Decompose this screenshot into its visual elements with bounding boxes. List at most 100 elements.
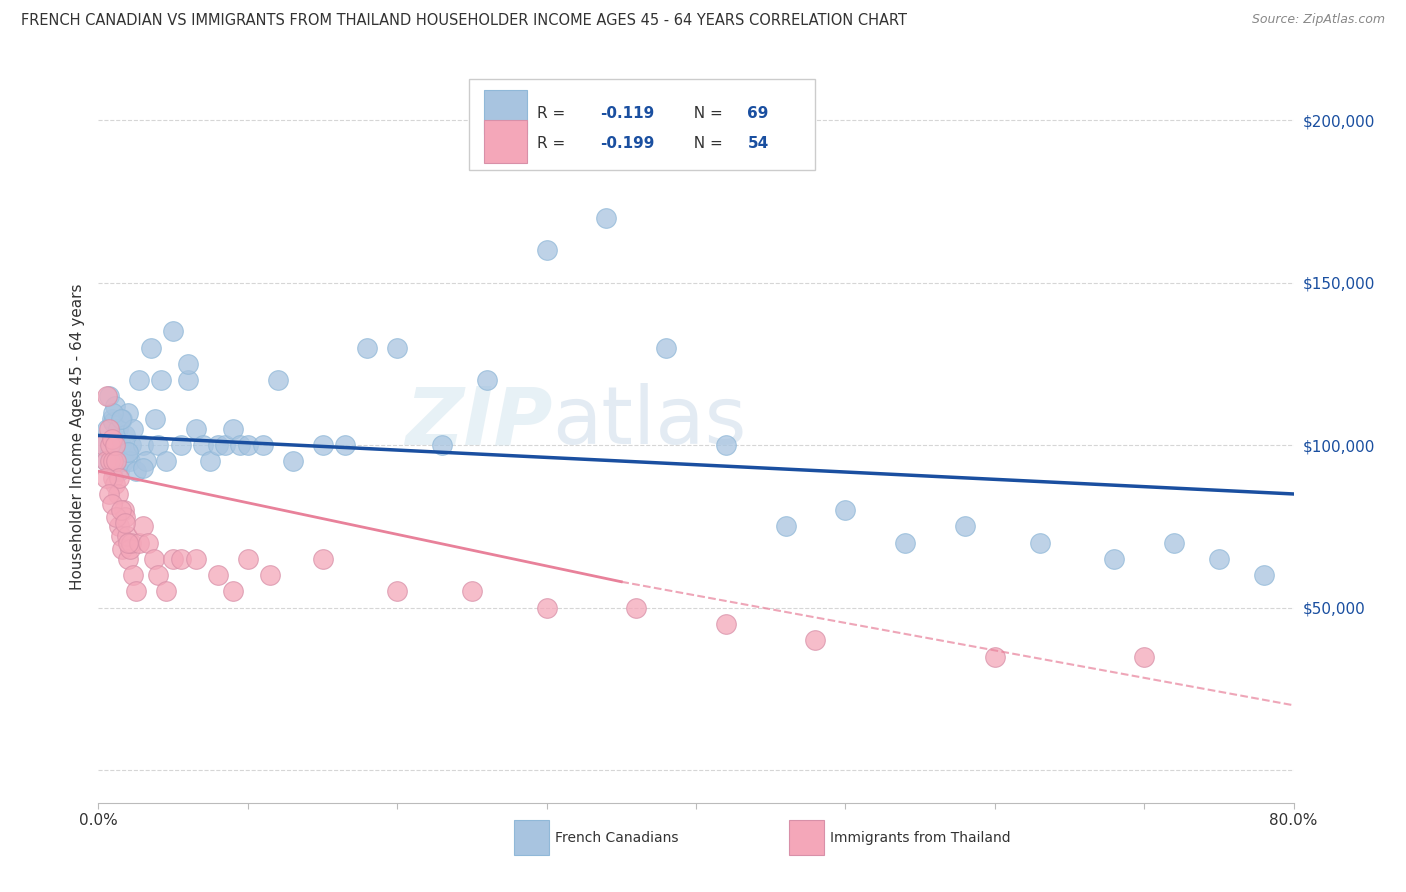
Point — [120, 438, 142, 452]
Point — [385, 584, 409, 599]
Point — [128, 373, 150, 387]
Point — [110, 412, 132, 426]
Point — [894, 535, 917, 549]
Point — [114, 509, 136, 524]
Point — [103, 416, 125, 430]
Point — [117, 535, 139, 549]
Point — [281, 454, 304, 468]
Point — [595, 211, 617, 225]
Point — [1028, 535, 1050, 549]
Point — [229, 438, 252, 452]
Point — [101, 412, 124, 426]
Point — [311, 552, 333, 566]
Point — [117, 444, 139, 458]
Point — [177, 373, 200, 387]
Text: R =: R = — [537, 136, 571, 151]
Point — [111, 412, 134, 426]
Point — [94, 471, 117, 485]
Point — [105, 454, 128, 468]
Text: N =: N = — [685, 136, 728, 151]
Point — [461, 584, 484, 599]
Point — [101, 497, 124, 511]
Text: 69: 69 — [748, 106, 769, 121]
Point — [103, 471, 125, 485]
Point — [98, 438, 122, 452]
Point — [94, 454, 117, 468]
Y-axis label: Householder Income Ages 45 - 64 years: Householder Income Ages 45 - 64 years — [69, 284, 84, 591]
Point — [112, 454, 135, 468]
Point — [103, 461, 125, 475]
Point — [108, 464, 131, 478]
Point — [143, 412, 166, 426]
Point — [162, 325, 184, 339]
Point — [132, 461, 155, 475]
Point — [103, 454, 125, 468]
Point — [804, 633, 827, 648]
Point — [105, 448, 128, 462]
Point — [97, 487, 120, 501]
Point — [108, 471, 131, 485]
Point — [207, 568, 229, 582]
Point — [104, 438, 127, 452]
Point — [111, 542, 134, 557]
Point — [169, 438, 191, 452]
Point — [132, 438, 155, 452]
Point — [128, 535, 150, 549]
Point — [252, 438, 274, 452]
Point — [110, 529, 132, 543]
Point — [150, 373, 173, 387]
Point — [1208, 552, 1230, 566]
Point — [148, 438, 170, 452]
Point — [142, 552, 165, 566]
Point — [714, 617, 737, 632]
Point — [259, 568, 281, 582]
Point — [162, 552, 184, 566]
Point — [626, 600, 648, 615]
Point — [98, 454, 122, 468]
Point — [110, 438, 132, 452]
Point — [475, 373, 498, 387]
Point — [135, 454, 157, 468]
Point — [105, 432, 128, 446]
Point — [121, 568, 143, 582]
Point — [775, 519, 797, 533]
FancyBboxPatch shape — [485, 90, 527, 134]
Point — [267, 373, 290, 387]
Point — [91, 438, 114, 452]
Point — [139, 341, 162, 355]
Point — [96, 422, 118, 436]
Point — [714, 438, 737, 452]
Point — [834, 503, 856, 517]
Text: FRENCH CANADIAN VS IMMIGRANTS FROM THAILAND HOUSEHOLDER INCOME AGES 45 - 64 YEAR: FRENCH CANADIAN VS IMMIGRANTS FROM THAIL… — [21, 13, 907, 29]
Point — [385, 341, 409, 355]
Text: 54: 54 — [748, 136, 769, 151]
Point — [169, 552, 191, 566]
Point — [112, 503, 135, 517]
Point — [97, 422, 120, 436]
Point — [207, 438, 229, 452]
Text: N =: N = — [685, 106, 728, 121]
Point — [125, 584, 148, 599]
Point — [430, 438, 453, 452]
FancyBboxPatch shape — [789, 820, 824, 855]
FancyBboxPatch shape — [470, 78, 815, 170]
Point — [200, 454, 222, 468]
Point — [114, 428, 136, 442]
Point — [1133, 649, 1156, 664]
Point — [136, 535, 159, 549]
Point — [222, 422, 245, 436]
Point — [107, 487, 129, 501]
Point — [191, 438, 214, 452]
Point — [184, 552, 207, 566]
Point — [214, 438, 236, 452]
Point — [110, 503, 132, 517]
Point — [953, 519, 976, 533]
Point — [115, 444, 138, 458]
Point — [311, 438, 333, 452]
Point — [104, 399, 127, 413]
Point — [120, 535, 142, 549]
Point — [91, 438, 114, 452]
Point — [118, 454, 141, 468]
Point — [356, 341, 378, 355]
Point — [105, 509, 128, 524]
